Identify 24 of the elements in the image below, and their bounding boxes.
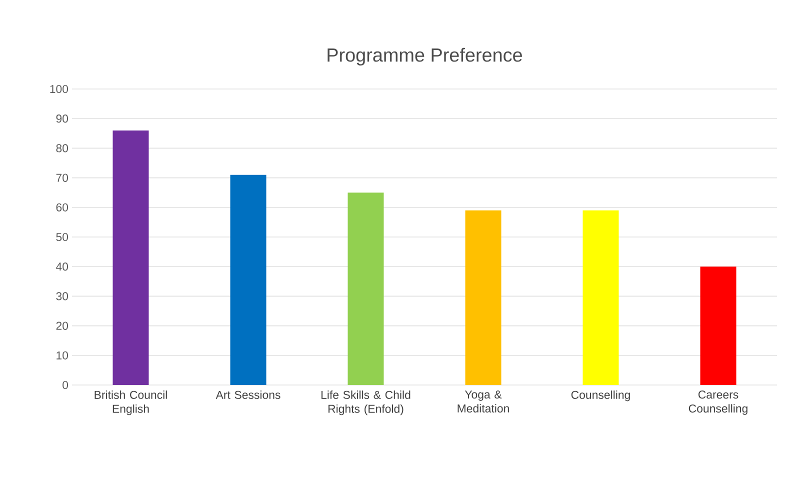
chart-title: Programme Preference <box>328 48 522 66</box>
y-tick-label: 0 <box>62 380 68 390</box>
x-tick-label: British Council English <box>94 390 167 416</box>
y-tick-label: 70 <box>56 174 68 182</box>
y-tick-label: 90 <box>56 114 68 123</box>
bar <box>465 210 502 385</box>
x-tick-label: Counselling <box>571 390 630 402</box>
y-tick-label: 60 <box>56 203 68 212</box>
x-tick-label: Careers Counselling <box>688 390 748 415</box>
y-tick-label: 10 <box>56 351 68 360</box>
bar <box>582 210 619 385</box>
bar <box>348 192 384 385</box>
y-tick-label: 40 <box>56 262 68 271</box>
bar <box>230 174 266 385</box>
y-tick-label: 100 <box>50 84 68 94</box>
y-tick-label: 30 <box>56 292 68 300</box>
y-tick-label: 20 <box>56 322 68 330</box>
x-tick-label: Yoga & Meditation <box>458 390 509 413</box>
y-tick-label: 50 <box>56 232 68 242</box>
x-tick-label: Life Skills & Child Rights (Enfold) <box>321 390 410 416</box>
bar <box>700 266 736 385</box>
y-tick-label: 80 <box>56 144 68 152</box>
x-tick-label: Art Sessions <box>216 390 280 399</box>
bar <box>112 130 149 385</box>
